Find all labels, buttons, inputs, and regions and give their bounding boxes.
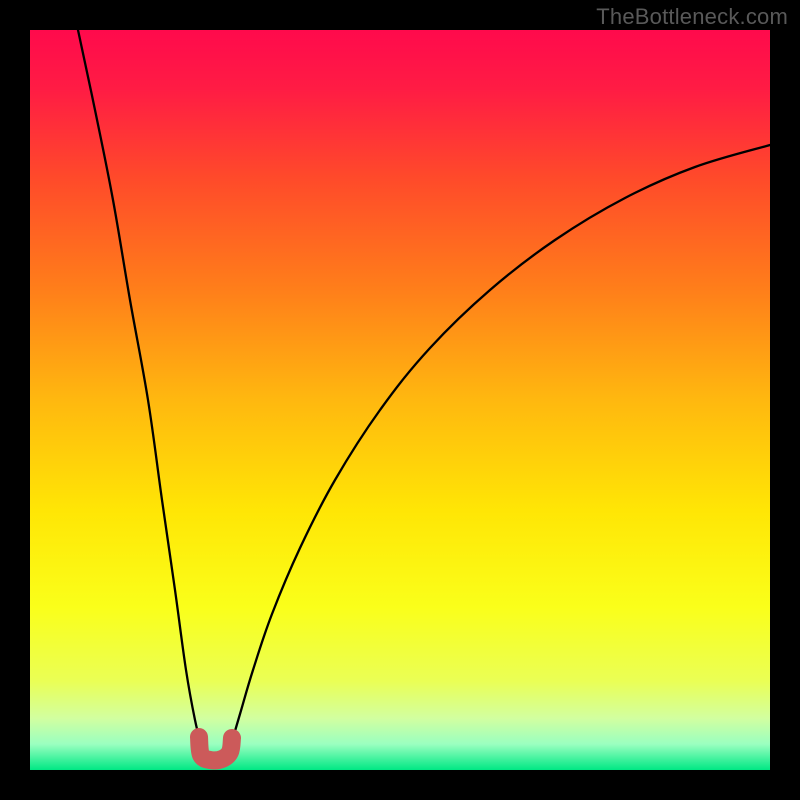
plot-area [30,30,770,770]
chart-svg [0,0,800,800]
chart-container: TheBottleneck.com [0,0,800,800]
attribution-label: TheBottleneck.com [596,4,788,30]
